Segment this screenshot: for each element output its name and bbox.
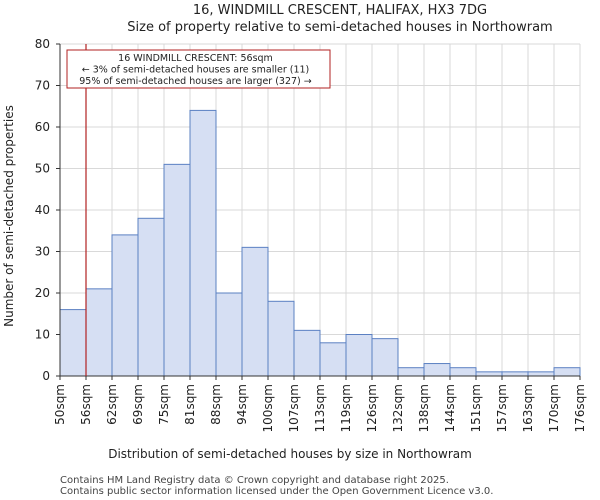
bar [553,367,581,377]
bar [293,329,321,377]
x-tick-label: 100sqm [261,384,275,432]
y-tick-label: 80 [35,37,50,51]
bar [215,292,243,377]
x-axis-title: Distribution of semi-detached houses by … [108,447,472,461]
bars [59,109,581,377]
x-tick-label: 170sqm [547,384,561,432]
y-axis-title: Number of semi-detached properties [2,105,16,327]
footer-line-2: Contains public sector information licen… [60,486,493,497]
y-tick-label: 20 [35,286,50,300]
annotation-box [66,49,331,89]
y-tick-label: 30 [35,245,50,259]
y-tick-label: 70 [35,79,50,93]
x-tick-label: 88sqm [209,384,223,425]
y-tick-label: 40 [35,203,50,217]
x-tick-label: 119sqm [339,384,353,432]
annotation-line: 16 WINDMILL CRESCENT: 56sqm [118,53,273,64]
x-tick-label: 69sqm [131,384,145,425]
bar [111,234,139,377]
y-tick-label: 10 [35,328,50,342]
x-tick-label: 81sqm [183,384,197,425]
bar [319,342,347,377]
x-tick-label: 113sqm [313,384,327,432]
x-tick-label: 144sqm [443,384,457,432]
x-tick-label: 151sqm [469,384,483,432]
bar [345,334,373,377]
bar [163,163,191,377]
annotation-line: ← 3% of semi-detached houses are smaller… [82,65,310,76]
bar [423,363,451,377]
marker: 16 WINDMILL CRESCENT: 56sqm← 3% of semi-… [66,44,331,376]
x-tick-label: 94sqm [235,384,249,425]
bar [59,309,87,377]
bar [371,338,399,377]
x-tick-label: 176sqm [573,384,587,432]
x-tick-label: 132sqm [391,384,405,432]
x-tick-label: 163sqm [521,384,535,432]
y-tick-label: 60 [35,120,50,134]
footer-line-1: Contains HM Land Registry data © Crown c… [60,475,449,486]
y-ticks: 0 10 20 30 40 50 60 70 80 [35,37,60,383]
bar [189,109,217,377]
x-tick-label: 75sqm [157,384,171,425]
annotation-line: 95% of semi-detached houses are larger (… [79,76,312,87]
bar [85,288,113,377]
x-tick-label: 62sqm [105,384,119,425]
x-tick-label: 107sqm [287,384,301,432]
bar [137,217,165,377]
bar [267,300,295,377]
chart-subtitle: Size of property relative to semi-detach… [127,20,552,35]
bar [241,246,269,377]
x-tick-label: 50sqm [53,384,67,425]
x-ticks: 50sqm 56sqm 62sqm 69sqm 75sqm 81sqm 88sqm 94sqm… [53,376,587,432]
bar [449,367,477,377]
x-tick-label: 138sqm [417,384,431,432]
bar [527,371,555,377]
x-tick-label: 157sqm [495,384,509,432]
x-tick-label: 56sqm [79,384,93,425]
y-tick-label: 0 [42,369,50,383]
y-tick-label: 50 [35,162,50,176]
chart-title: 16, WINDMILL CRESCENT, HALIFAX, HX3 7DG [193,3,487,18]
bar [501,371,529,377]
x-tick-label: 126sqm [365,384,379,432]
bar [397,367,425,377]
bar [475,371,503,377]
